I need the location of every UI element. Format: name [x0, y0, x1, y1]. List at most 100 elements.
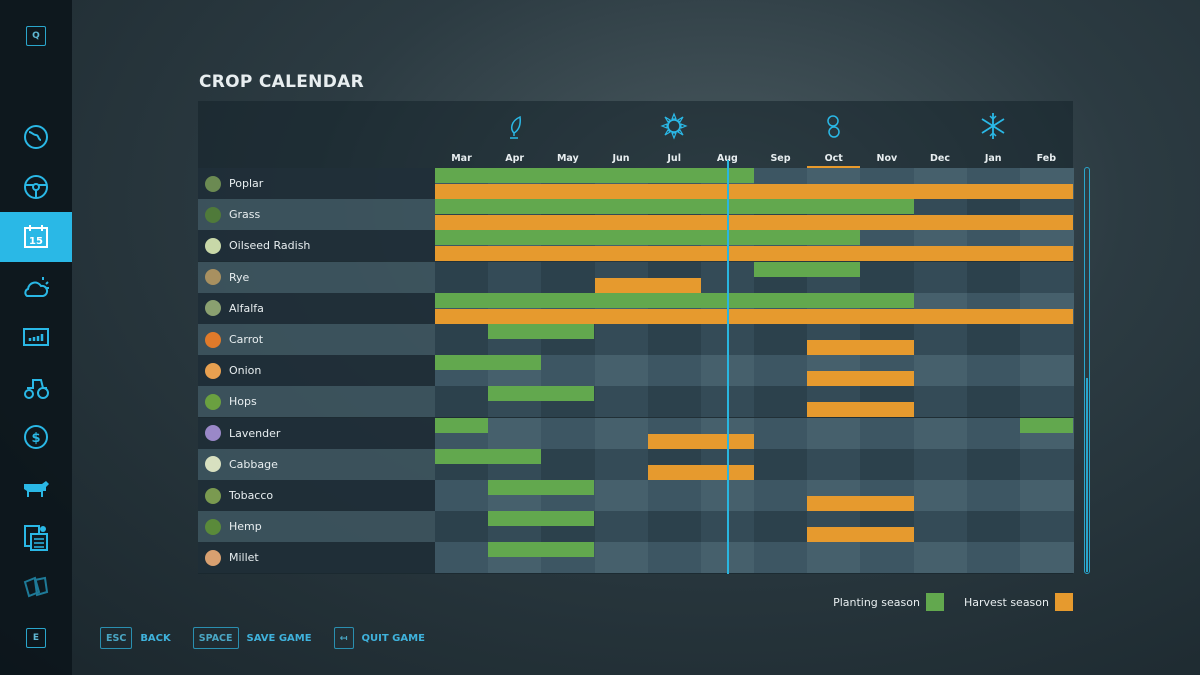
quit-key[interactable]: ↤ [333, 627, 354, 649]
planting-bar [435, 355, 542, 371]
calendar-cell [1019, 324, 1074, 355]
planting-bar [435, 448, 542, 464]
crop-row-alfalfa[interactable]: Alfalfa [198, 292, 435, 324]
sidebar-item-animals[interactable] [0, 462, 72, 512]
crop-row-hops[interactable]: Hops [198, 386, 435, 418]
legend-planting-label: Planting season [833, 595, 920, 609]
crop-row-lavender[interactable]: Lavender [198, 417, 435, 449]
calendar-cell [1019, 448, 1074, 480]
calendar-cell [1019, 355, 1074, 387]
crop-row-hemp[interactable]: Hemp [198, 511, 435, 543]
sidebar-item-finances[interactable]: $ [0, 412, 72, 462]
weather-icon [24, 277, 49, 297]
bottom-bar: ESC BACK SPACE SAVE GAME ↤ QUIT GAME [100, 627, 439, 649]
crop-row-poplar[interactable]: Poplar [198, 168, 435, 199]
sidebar-item-calendar[interactable]: 15 [0, 212, 72, 262]
crop-icon [205, 269, 221, 286]
calendar-cell [647, 386, 702, 418]
crop-row-rye[interactable]: Rye [198, 261, 435, 293]
month-header-oct: Oct [824, 153, 843, 164]
calendar-cell [594, 542, 649, 574]
cow-icon [24, 481, 49, 497]
harvest-bar [807, 371, 914, 387]
calendar-cell [966, 324, 1021, 355]
sidebar-item-contracts[interactable] [0, 512, 72, 562]
sidebar-item-weather[interactable] [0, 262, 72, 312]
calendar-cell [594, 355, 649, 387]
calendar-cell [1019, 480, 1074, 511]
calendar-cell [435, 324, 489, 355]
sidebar-item-garage[interactable] [0, 362, 72, 412]
month-header-feb: Feb [1036, 153, 1057, 164]
calendar-cell [966, 542, 1021, 574]
calendar-cell [807, 542, 861, 574]
month-header-may: May [556, 153, 579, 164]
snowflake-icon [981, 113, 1005, 139]
scrollbar-thumb[interactable] [1086, 378, 1088, 572]
calendar-cell [435, 386, 489, 418]
calendar-cell [435, 261, 489, 293]
month-header-sep: Sep [770, 153, 791, 164]
harvest-bar [807, 340, 914, 355]
crop-row-tobacco[interactable]: Tobacco [198, 480, 435, 511]
calendar-cell [966, 386, 1021, 418]
calendar-cell [647, 355, 702, 387]
prev-page-key[interactable]: Q [26, 26, 46, 46]
calendar-cell [435, 480, 489, 511]
crop-icon [205, 425, 221, 442]
calendar-cell [594, 386, 649, 418]
harvest-bar [435, 308, 1074, 324]
quit-game-button[interactable]: QUIT GAME [361, 632, 425, 644]
crop-row-oilseed-radish[interactable]: Oilseed Radish [198, 230, 435, 262]
sprout-icon [510, 115, 521, 139]
legend-harvest-label: Harvest season [963, 595, 1049, 609]
crop-row-grass[interactable]: Grass [198, 199, 435, 231]
crop-row-millet[interactable]: Millet [198, 542, 435, 574]
sidebar-item-vehicles[interactable] [0, 162, 72, 212]
crop-row-cabbage[interactable]: Cabbage [198, 448, 435, 480]
sidebar-item-help[interactable] [0, 562, 72, 612]
planting-bar [488, 480, 595, 495]
harvest-bar [435, 246, 1074, 262]
current-time-line [727, 160, 729, 574]
harvest-bar [807, 402, 914, 418]
calendar-header: Mar Apr May Jun Jul Aug Sep Oct Nov Dec Jan Feb [198, 101, 1073, 168]
harvest-bar [647, 433, 754, 449]
crop-row-carrot[interactable]: Carrot [198, 324, 435, 355]
sun-icon [660, 112, 688, 140]
calendar-cell [435, 542, 489, 574]
calendar-cell [754, 324, 808, 355]
save-key[interactable]: SPACE [192, 627, 239, 649]
calendar-cell [594, 511, 649, 543]
calendar-cell [647, 542, 702, 574]
crop-name: Cabbage [229, 457, 278, 471]
sidebar-item-map[interactable] [0, 112, 72, 162]
calendar-cell [754, 355, 808, 387]
chart-icon [23, 328, 49, 346]
crop-icon [205, 237, 221, 254]
calendar-cell [807, 417, 861, 449]
calendar-cell [1019, 542, 1074, 574]
sidebar-item-statistics[interactable] [0, 312, 72, 362]
crop-icon [205, 175, 221, 192]
save-game-button[interactable]: SAVE GAME [246, 632, 312, 644]
calendar-cell [541, 448, 595, 480]
crop-row-onion[interactable]: Onion [198, 355, 435, 387]
calendar-cell [754, 480, 808, 511]
crop-name: Onion [229, 364, 262, 378]
crop-icon [205, 487, 221, 504]
calendar-cell [488, 261, 542, 293]
svg-text:15: 15 [29, 236, 43, 247]
back-button[interactable]: BACK [140, 632, 171, 644]
calendar-cell [754, 417, 808, 449]
back-key[interactable]: ESC [100, 627, 133, 649]
crop-name: Carrot [229, 333, 264, 346]
planting-bar [435, 168, 755, 183]
dollar-icon: $ [24, 425, 48, 449]
calendar-cell [754, 511, 808, 543]
crop-icon [205, 206, 221, 223]
scrollbar[interactable] [1084, 167, 1090, 574]
steering-wheel-icon [24, 175, 48, 199]
next-page-key[interactable]: E [26, 628, 46, 648]
crop-name: Hops [229, 395, 257, 409]
